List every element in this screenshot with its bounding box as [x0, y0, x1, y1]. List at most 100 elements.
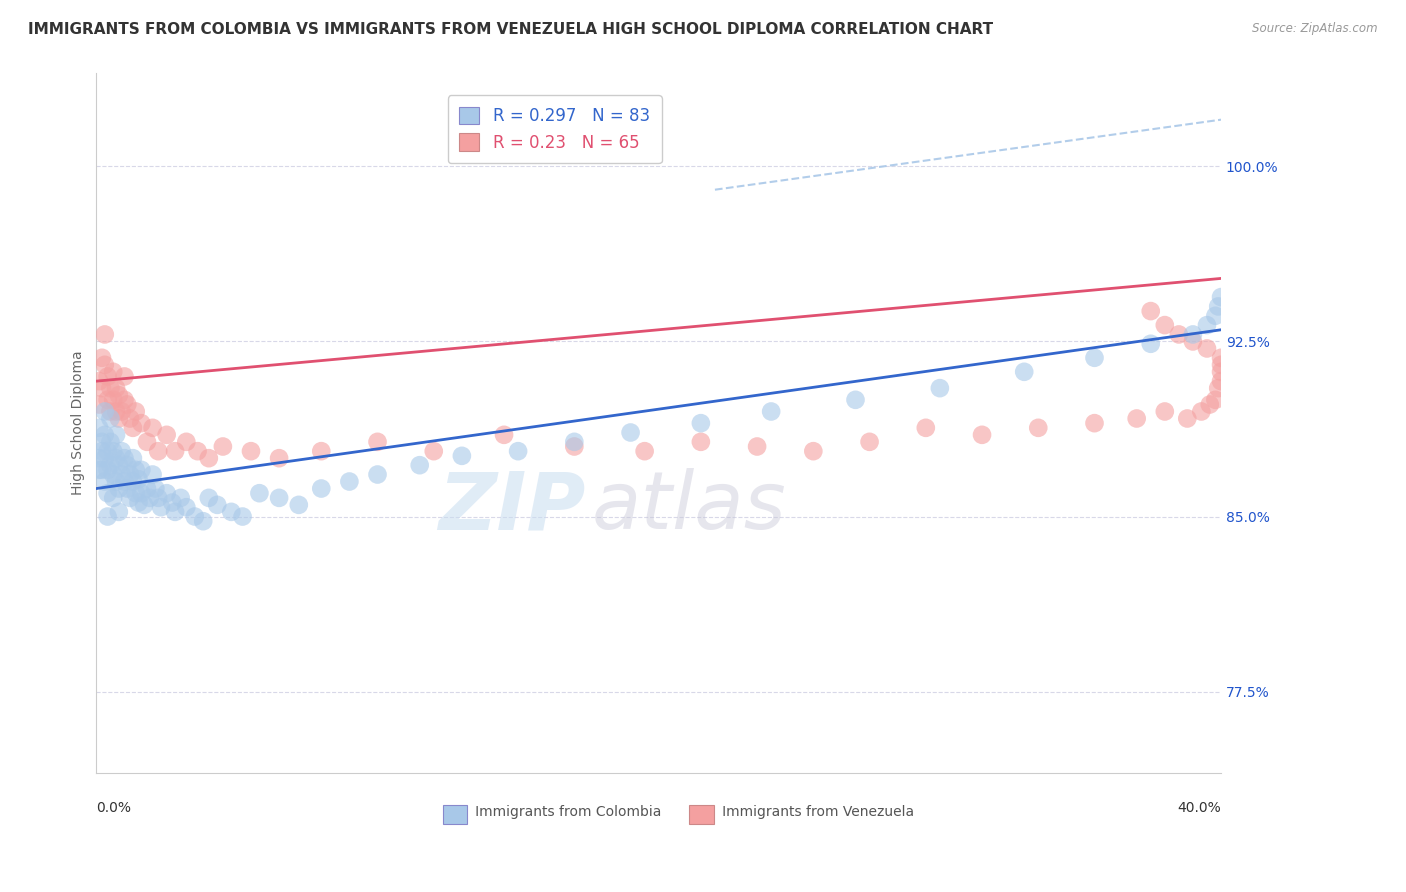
Point [1083, 351, 1105, 365]
Point [1209, 351, 1232, 365]
Text: ZIP: ZIP [439, 468, 585, 546]
Point [1195, 318, 1218, 332]
Point [156, 427, 179, 442]
Point [89, 451, 111, 466]
Point [221, 505, 243, 519]
Point [745, 440, 768, 454]
Point [156, 486, 179, 500]
Point [91, 444, 114, 458]
Text: Immigrants from Venezuela: Immigrants from Venezuela [709, 805, 914, 819]
Point [105, 381, 128, 395]
Point [506, 444, 529, 458]
Point [125, 486, 148, 500]
Point [128, 472, 150, 486]
Point [562, 440, 585, 454]
Point [914, 421, 936, 435]
Point [120, 491, 142, 505]
Point [103, 392, 125, 407]
Point [122, 421, 145, 435]
Point [176, 500, 198, 515]
Point [100, 381, 122, 395]
Point [562, 434, 585, 449]
Point [111, 404, 134, 418]
Point [148, 444, 170, 458]
Point [105, 451, 128, 466]
Point [1204, 309, 1226, 323]
Point [142, 421, 165, 435]
Point [619, 425, 641, 440]
Point [94, 451, 117, 466]
Point [1167, 327, 1189, 342]
Point [91, 463, 114, 477]
Point [1209, 374, 1232, 388]
Point [103, 491, 125, 505]
Point [269, 491, 291, 505]
Point [94, 358, 117, 372]
Point [1206, 300, 1229, 314]
Point [108, 482, 131, 496]
FancyBboxPatch shape [689, 805, 714, 824]
Point [858, 434, 880, 449]
Point [131, 416, 153, 430]
Point [97, 369, 120, 384]
Point [633, 444, 655, 458]
Point [1204, 392, 1226, 407]
Point [1153, 404, 1175, 418]
Point [114, 369, 136, 384]
Point [145, 482, 167, 496]
Point [108, 458, 131, 473]
Point [94, 475, 117, 489]
Point [1083, 416, 1105, 430]
Point [94, 427, 117, 442]
Y-axis label: High School Diploma: High School Diploma [72, 351, 86, 495]
Point [232, 509, 254, 524]
Point [311, 482, 333, 496]
Point [136, 434, 159, 449]
Legend: R = 0.297   N = 83, R = 0.23   N = 65: R = 0.297 N = 83, R = 0.23 N = 65 [447, 95, 661, 163]
Point [1198, 397, 1220, 411]
Point [105, 427, 128, 442]
Point [97, 486, 120, 500]
Point [1125, 411, 1147, 425]
Point [94, 404, 117, 418]
Point [198, 491, 221, 505]
Point [176, 434, 198, 449]
Point [193, 514, 215, 528]
Point [162, 495, 184, 509]
Point [131, 463, 153, 477]
Point [1139, 336, 1161, 351]
Point [198, 451, 221, 466]
Text: IMMIGRANTS FROM COLOMBIA VS IMMIGRANTS FROM VENEZUELA HIGH SCHOOL DIPLOMA CORREL: IMMIGRANTS FROM COLOMBIA VS IMMIGRANTS F… [28, 22, 993, 37]
Point [367, 434, 389, 449]
Point [1209, 365, 1232, 379]
Point [120, 467, 142, 482]
Point [108, 411, 131, 425]
Point [1209, 290, 1232, 304]
Point [125, 463, 148, 477]
Point [339, 475, 361, 489]
Point [114, 392, 136, 407]
Point [111, 444, 134, 458]
Point [1195, 342, 1218, 356]
Point [970, 427, 993, 442]
Point [187, 444, 209, 458]
Point [928, 381, 950, 395]
Point [100, 411, 122, 425]
Point [1181, 327, 1204, 342]
Point [91, 434, 114, 449]
FancyBboxPatch shape [443, 805, 468, 824]
Point [142, 467, 165, 482]
Point [89, 421, 111, 435]
Text: Source: ZipAtlas.com: Source: ZipAtlas.com [1253, 22, 1378, 36]
Text: 0.0%: 0.0% [97, 801, 131, 815]
Point [120, 411, 142, 425]
Text: 40.0%: 40.0% [1177, 801, 1220, 815]
Point [1209, 358, 1232, 372]
Point [117, 397, 139, 411]
Point [97, 509, 120, 524]
Text: atlas: atlas [591, 468, 786, 546]
Point [249, 486, 271, 500]
Point [103, 365, 125, 379]
Point [207, 498, 229, 512]
Point [367, 467, 389, 482]
